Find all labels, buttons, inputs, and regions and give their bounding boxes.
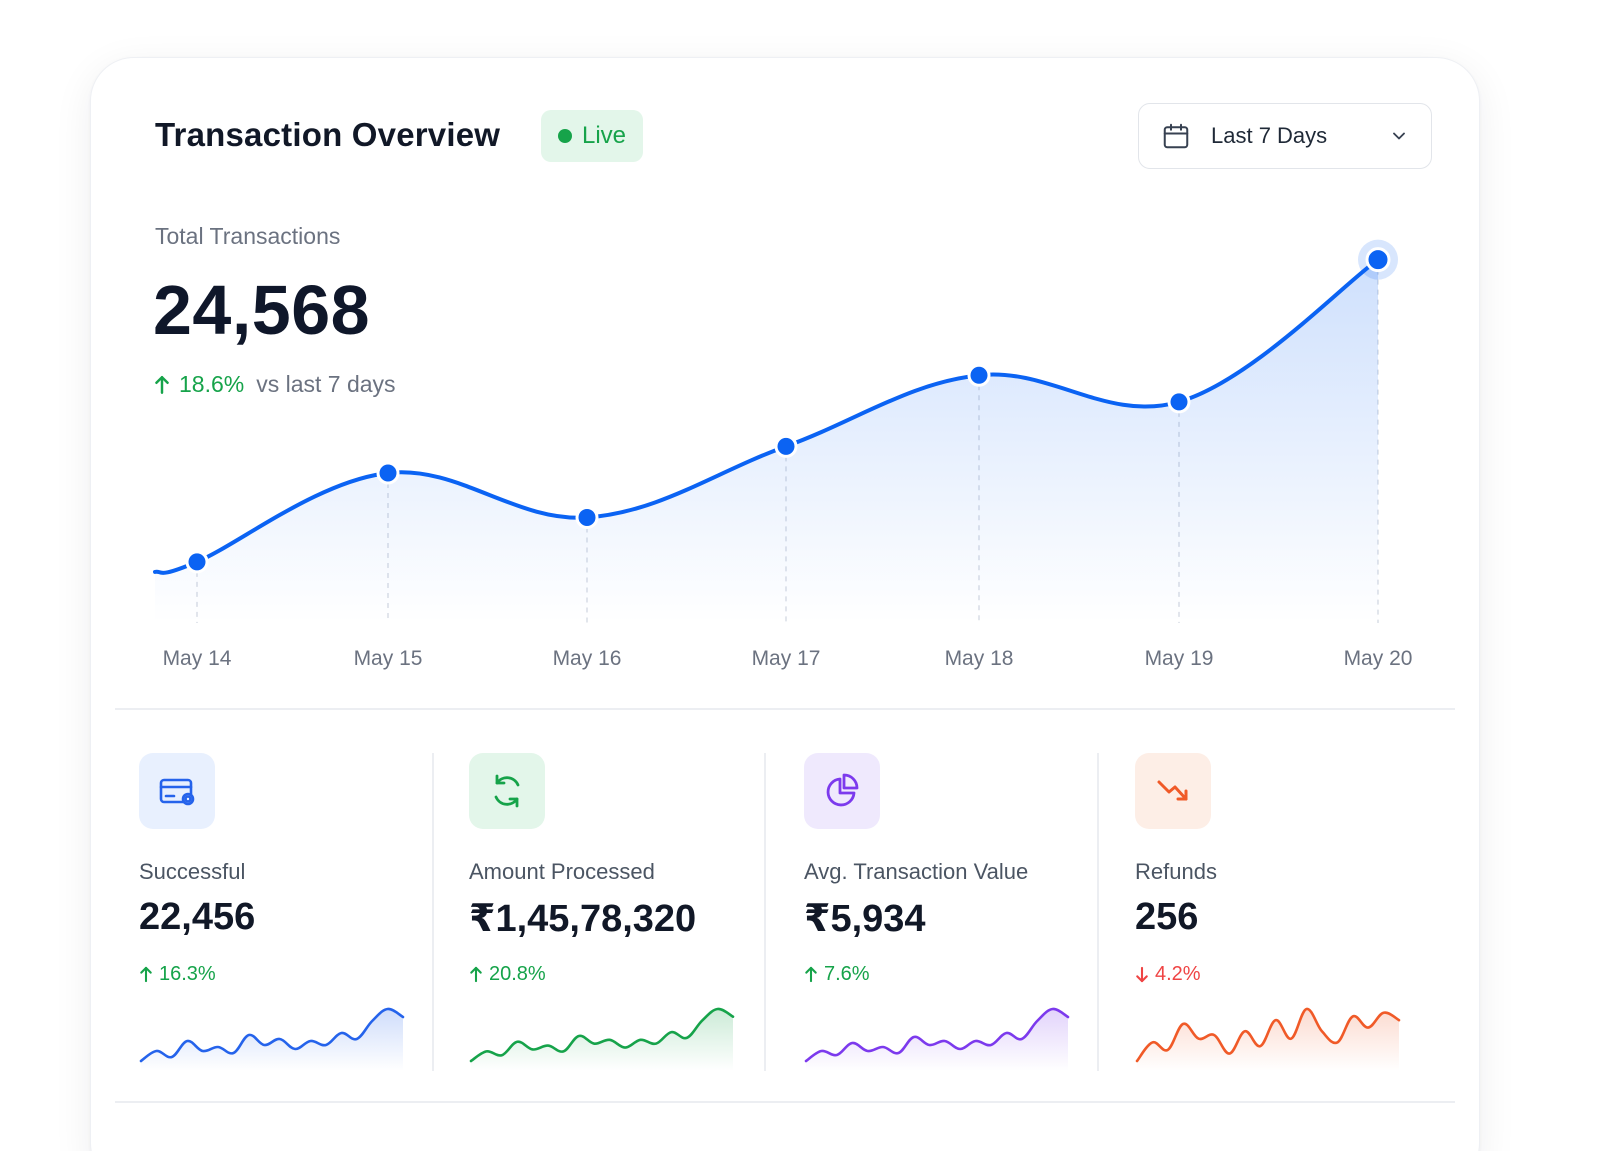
stat-change-percent: 7.6% xyxy=(824,963,870,985)
sparkline-line xyxy=(1135,1007,1401,1063)
arrow-down-icon xyxy=(1136,966,1148,983)
section-divider xyxy=(115,708,1455,710)
date-range-dropdown[interactable]: Last 7 Days xyxy=(1138,103,1432,169)
stat-change-percent: 4.2% xyxy=(1155,963,1201,985)
stat-card-amount-processed: Amount Processed ₹1,45,78,320 20.8% xyxy=(469,753,759,1073)
stat-change-percent: 16.3% xyxy=(159,963,216,985)
data-point-5 xyxy=(1167,390,1191,414)
sparkline-line xyxy=(139,1007,405,1063)
sparkline-fill xyxy=(1137,1008,1399,1071)
chevron-down-icon xyxy=(1393,132,1405,140)
comparison-label: vs last 7 days xyxy=(256,371,396,397)
sparkline-line xyxy=(804,1007,1070,1063)
bottom-divider xyxy=(115,1101,1455,1103)
pie-chart-icon xyxy=(804,753,880,829)
sparkline-fill xyxy=(141,1008,403,1071)
x-tick-label-2: May 16 xyxy=(553,647,622,670)
stat-label: Refunds xyxy=(1135,859,1217,884)
total-transactions-value: 24,568 xyxy=(153,271,371,349)
data-point-6 xyxy=(1365,247,1391,273)
stat-card-refunds: Refunds 256 4.2% xyxy=(1135,753,1425,1073)
highlight-halo xyxy=(1358,239,1398,280)
arrow-up-icon xyxy=(805,966,817,983)
arrow-up-icon xyxy=(140,966,152,983)
data-point-0 xyxy=(185,550,209,574)
arrow-up-icon xyxy=(155,375,169,394)
live-status-badge: Live xyxy=(541,110,643,162)
stat-label: Avg. Transaction Value xyxy=(804,859,1029,884)
sparkline-fill xyxy=(806,1008,1068,1071)
x-tick-label-3: May 17 xyxy=(752,647,821,670)
arrow-up-icon xyxy=(470,966,482,983)
page-title: Transaction Overview xyxy=(155,116,501,153)
x-tick-label-6: May 20 xyxy=(1344,647,1413,670)
sparkline xyxy=(139,1007,405,1071)
credit-card-icon xyxy=(139,753,215,829)
live-dot-icon xyxy=(557,129,572,143)
transaction-overview-card: Transaction Overview Live Last 7 Days To… xyxy=(90,57,1480,1151)
stat-separator xyxy=(764,753,766,1071)
total-transactions-label: Total Transactions xyxy=(155,223,341,249)
stat-separator xyxy=(1097,753,1099,1071)
stat-card-avg-transaction-value: Avg. Transaction Value ₹5,934 7.6% xyxy=(804,753,1094,1073)
stat-value: ₹1,45,78,320 xyxy=(469,898,697,940)
data-point-4 xyxy=(967,363,991,387)
stat-change: 4.2% xyxy=(1135,963,1201,986)
stat-value: 256 xyxy=(1135,896,1199,938)
change-percent: 18.6% xyxy=(179,371,245,397)
refresh-icon xyxy=(469,753,545,829)
x-tick-label-4: May 18 xyxy=(945,647,1014,670)
data-point-1 xyxy=(376,461,400,485)
sparkline-fill xyxy=(471,1008,733,1071)
trend-down-icon xyxy=(1135,753,1211,829)
sparkline xyxy=(469,1007,735,1071)
total-transactions-change: 18.6% vs last 7 days xyxy=(153,371,396,398)
stat-change: 20.8% xyxy=(469,963,546,986)
x-tick-label-5: May 19 xyxy=(1145,647,1214,670)
calendar-icon xyxy=(1163,123,1189,149)
x-tick-label-0: May 14 xyxy=(163,647,232,670)
sparkline xyxy=(1135,1007,1401,1071)
stat-separator xyxy=(432,753,434,1071)
stat-change-percent: 20.8% xyxy=(489,963,546,985)
stat-label: Successful xyxy=(139,859,246,884)
date-range-label: Last 7 Days xyxy=(1211,123,1328,148)
sparkline xyxy=(804,1007,1070,1071)
stat-value: ₹5,934 xyxy=(804,898,926,940)
data-point-3 xyxy=(774,434,798,458)
stat-change: 7.6% xyxy=(804,963,870,986)
stat-label: Amount Processed xyxy=(469,859,655,884)
x-tick-label-1: May 15 xyxy=(354,647,423,670)
stat-card-successful: Successful 22,456 16.3% xyxy=(139,753,429,1073)
stat-value: 22,456 xyxy=(139,896,256,938)
stat-change: 16.3% xyxy=(139,963,216,986)
sparkline-line xyxy=(469,1007,735,1063)
live-label: Live xyxy=(581,122,627,149)
data-point-2 xyxy=(575,505,599,529)
